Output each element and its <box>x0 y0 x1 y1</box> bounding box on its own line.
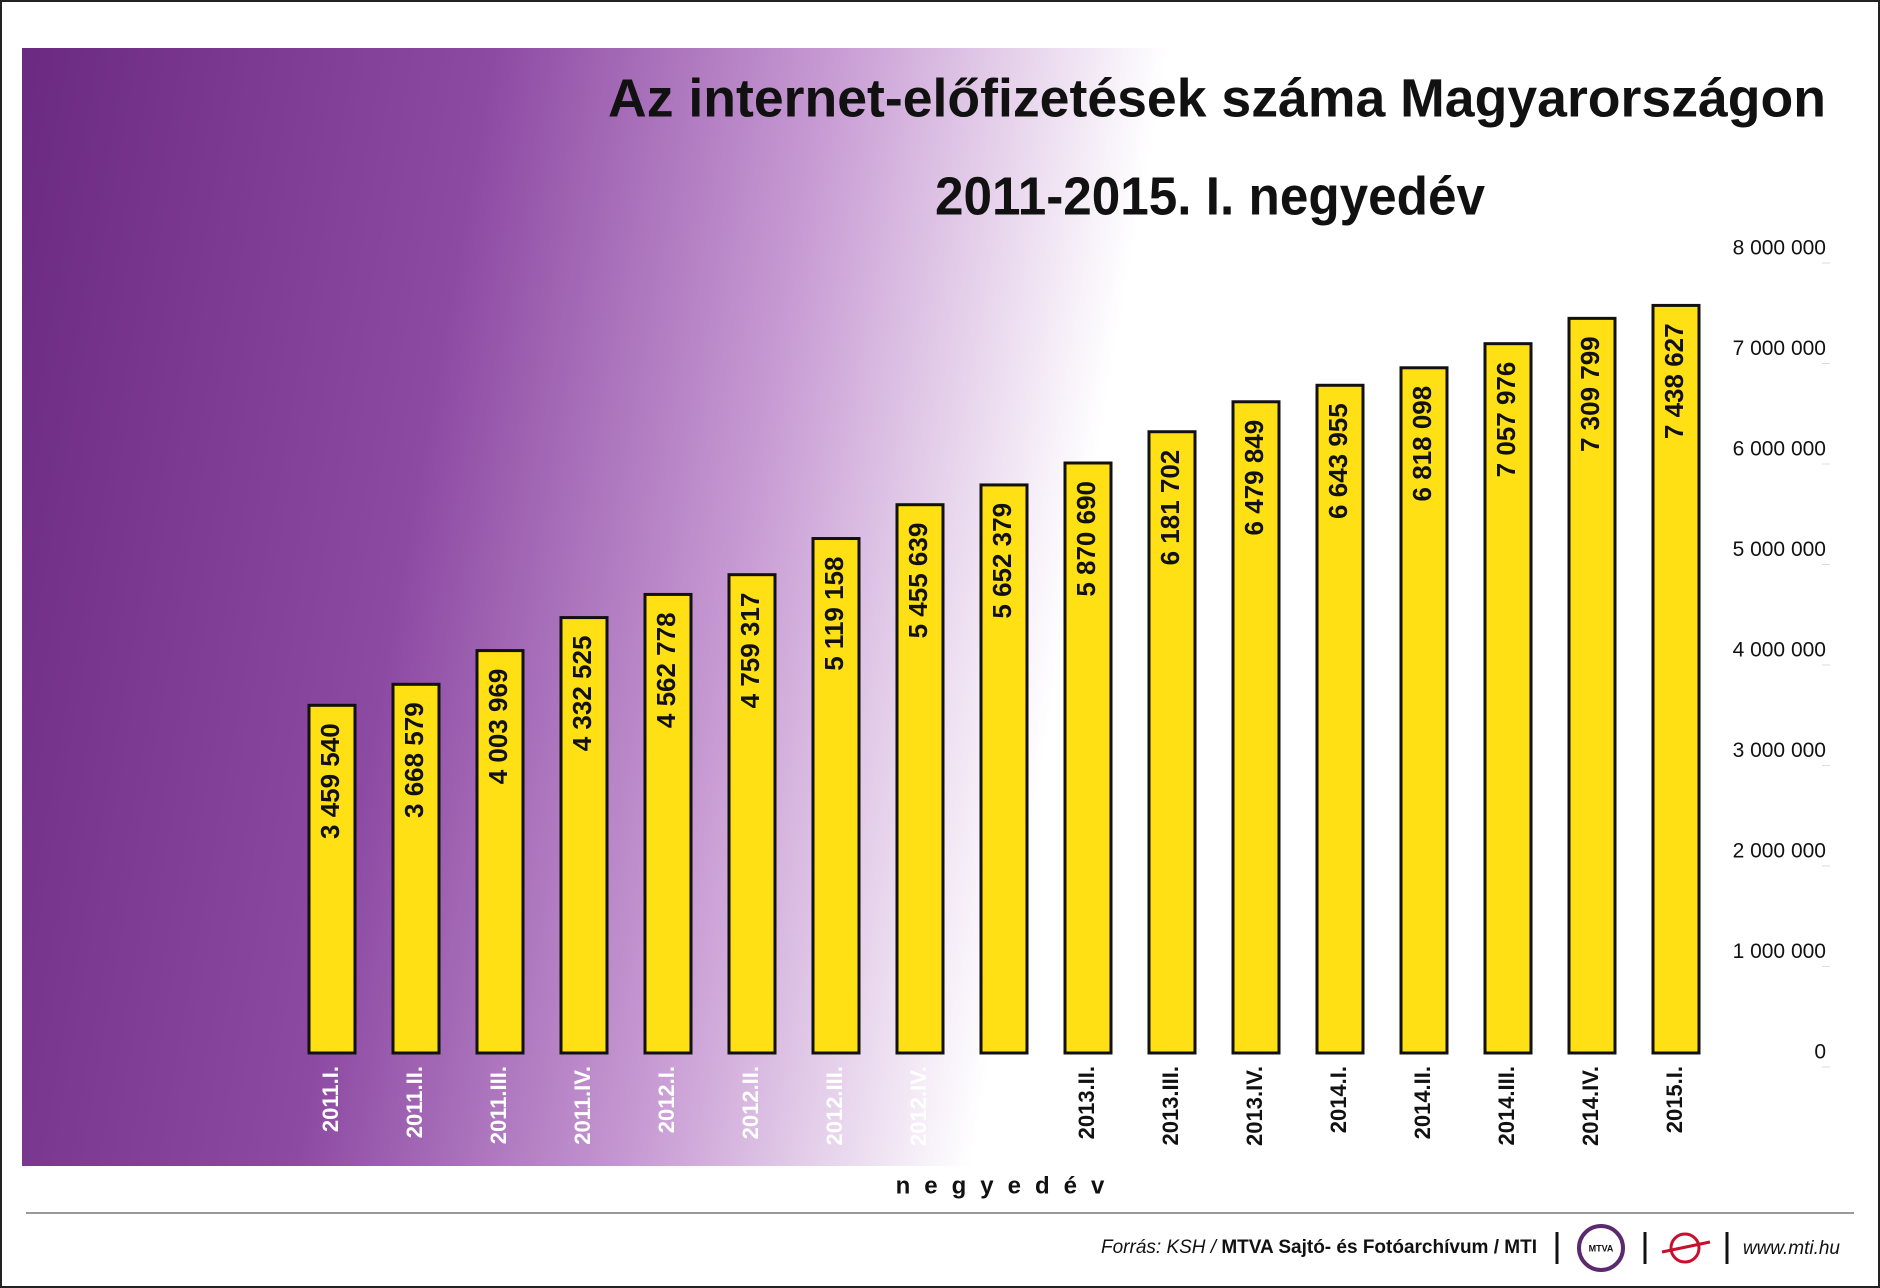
bar <box>1399 366 1449 1055</box>
value-label: 4 003 969 <box>483 669 513 785</box>
bar <box>895 503 945 1055</box>
x-axis-title: negyedév <box>896 1172 1119 1199</box>
value-label: 6 181 702 <box>1155 450 1185 566</box>
value-label: 7 309 799 <box>1575 336 1605 452</box>
chart-subtitle: 2011-2015. I. negyedév <box>935 166 1485 226</box>
value-label: 7 057 976 <box>1491 362 1521 478</box>
x-tick-label: 2012.II. <box>738 1066 763 1139</box>
value-label: 5 455 639 <box>903 523 933 639</box>
y-tick-label: 7 000 000 <box>1733 337 1826 360</box>
source-org: MTVA Sajtó- és Fotóarchívum / MTI <box>1221 1237 1537 1258</box>
bar <box>1231 400 1281 1055</box>
value-label: 4 562 778 <box>651 612 681 728</box>
bar <box>643 592 693 1055</box>
x-tick-label: 2013.II. <box>1074 1066 1099 1139</box>
source-prefix: Forrás: KSH / <box>1101 1237 1218 1258</box>
bar <box>1567 316 1617 1055</box>
x-tick-label: 2012.III. <box>822 1066 847 1146</box>
bar <box>391 682 441 1055</box>
value-label: 4 332 525 <box>567 636 597 752</box>
x-tick-label: 2011.IV. <box>570 1066 595 1145</box>
x-tick-label: 2011.I. <box>318 1066 343 1132</box>
chart-title: Az internet-előfizetések száma Magyarors… <box>608 68 1826 128</box>
value-label: 7 438 627 <box>1659 323 1689 439</box>
value-label: 3 668 579 <box>399 702 429 818</box>
mti-logo <box>1669 1232 1701 1264</box>
x-tick-label: 2011.II. <box>402 1066 427 1138</box>
x-tick-label: 2012.I. <box>654 1066 679 1133</box>
y-tick-label: 4 000 000 <box>1733 639 1826 662</box>
value-label: 6 818 098 <box>1407 386 1437 502</box>
bar <box>559 616 609 1055</box>
x-tick-label: 2014.IV. <box>1578 1066 1603 1146</box>
x-tick-label: 2014.III. <box>1494 1066 1519 1146</box>
value-label: 3 459 540 <box>315 723 345 839</box>
x-tick-label: 2014.II. <box>1410 1066 1435 1139</box>
bar <box>1315 383 1365 1055</box>
y-tick-label: 2 000 000 <box>1733 840 1826 863</box>
value-label: 5 870 690 <box>1071 481 1101 597</box>
source: Forrás: KSH / MTVA Sajtó- és Fotóarchívu… <box>1101 1237 1537 1258</box>
bar <box>1483 342 1533 1055</box>
x-tick-label: 2013.I. <box>990 1066 1015 1133</box>
bar <box>727 573 777 1055</box>
y-tick-label: 8 000 000 <box>1733 237 1826 260</box>
mtva-logo <box>1577 1224 1625 1272</box>
value-label: 6 643 955 <box>1323 403 1353 519</box>
y-tick-label: 5 000 000 <box>1733 538 1826 561</box>
bar <box>1063 461 1113 1055</box>
mtva-logo-text: MTVA <box>1589 1243 1614 1253</box>
url: www.mti.hu <box>1743 1238 1841 1259</box>
bar <box>1651 303 1701 1055</box>
bar <box>811 537 861 1055</box>
x-tick-label: 2014.I. <box>1326 1066 1351 1133</box>
x-tick-label: 2012.IV. <box>906 1066 931 1146</box>
y-tick-label: 3 000 000 <box>1733 739 1826 762</box>
x-tick-label: 2011.III. <box>486 1066 511 1144</box>
y-tick-label: 1 000 000 <box>1733 940 1826 963</box>
x-tick-label: 2013.IV. <box>1242 1066 1267 1146</box>
x-tick-label: 2013.III. <box>1158 1066 1183 1146</box>
x-tick-label: 2015.I. <box>1662 1066 1687 1133</box>
value-label: 5 119 158 <box>819 557 849 671</box>
bar <box>307 703 357 1055</box>
y-tick-label: 6 000 000 <box>1733 438 1826 461</box>
mti-logo-line <box>1661 1240 1711 1254</box>
value-label: 6 479 849 <box>1239 420 1269 536</box>
bar <box>979 483 1029 1055</box>
bar <box>475 649 525 1055</box>
value-label: 5 652 379 <box>987 503 1017 619</box>
y-tick-label: 0 <box>1814 1041 1826 1064</box>
bar <box>1147 430 1197 1055</box>
value-label: 4 759 317 <box>735 593 765 709</box>
